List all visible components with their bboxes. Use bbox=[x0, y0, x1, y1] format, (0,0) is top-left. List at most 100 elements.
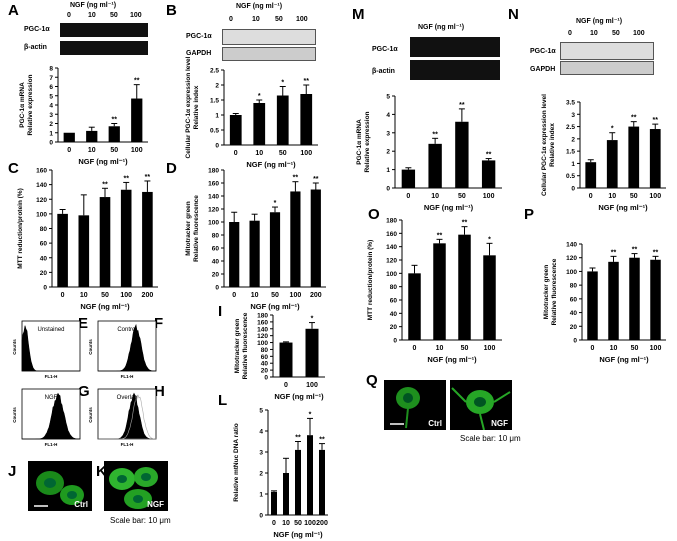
significance-mark: ** bbox=[304, 78, 310, 85]
bar bbox=[276, 95, 289, 145]
y-tick-label: 3 bbox=[386, 130, 390, 137]
y-tick-label: 80 bbox=[570, 283, 578, 290]
y-tick-label: 80 bbox=[261, 347, 269, 354]
y-tick-label: 100 bbox=[566, 269, 577, 276]
y-tick-label: 120 bbox=[386, 258, 397, 265]
flow-panel-label: Control bbox=[117, 327, 136, 333]
y-tick-label: 140 bbox=[386, 244, 397, 251]
y-tick-label: 5 bbox=[386, 94, 390, 101]
x-tick-label: 0 bbox=[591, 345, 595, 352]
flow-histogram-unstained: FL1-H Counts Unstained bbox=[12, 320, 81, 379]
dose-label: 10 bbox=[590, 30, 598, 37]
y-tick-label: 0 bbox=[43, 285, 47, 292]
y-tick-label: 140 bbox=[566, 242, 577, 249]
histogram-curve bbox=[22, 392, 81, 440]
flow-x-label: FL1-H bbox=[121, 442, 134, 447]
scale-bar-caption: Scale bar: 10 μm bbox=[460, 434, 521, 443]
significance-mark: * bbox=[258, 93, 261, 100]
significance-mark: ** bbox=[112, 117, 118, 124]
y-axis-label: Relative index bbox=[193, 85, 200, 129]
bar bbox=[300, 94, 313, 145]
western-blot-band-image bbox=[222, 47, 316, 61]
x-tick-label: 100 bbox=[120, 292, 132, 299]
bar bbox=[483, 255, 496, 340]
y-tick-label: 4 bbox=[259, 429, 263, 436]
y-tick-label: 80 bbox=[390, 284, 398, 291]
western-blot-band-image bbox=[60, 41, 148, 55]
x-tick-label: 10 bbox=[88, 147, 96, 154]
panel-letter-m: M bbox=[352, 6, 365, 23]
significance-mark: ** bbox=[653, 249, 659, 256]
flow-panel-label: Unstained bbox=[37, 327, 64, 333]
significance-mark: ** bbox=[145, 174, 151, 181]
y-axis-label: Cellular PGC-1α expression level bbox=[185, 56, 192, 158]
y-tick-label: 0 bbox=[386, 186, 390, 193]
flow-x-label: FL1-H bbox=[45, 442, 58, 447]
x-tick-label: 0 bbox=[413, 345, 417, 352]
significance-mark: ** bbox=[653, 117, 659, 124]
x-tick-label: 50 bbox=[279, 150, 287, 157]
y-tick-label: 1 bbox=[215, 113, 219, 120]
bar bbox=[481, 160, 496, 188]
bar bbox=[131, 98, 143, 142]
y-tick-label: 60 bbox=[390, 298, 398, 305]
y-axis-label: Mitotracker green bbox=[185, 201, 192, 256]
y-tick-label: 60 bbox=[570, 296, 578, 303]
western-blot-band-image bbox=[560, 42, 654, 60]
x-tick-label: 0 bbox=[589, 193, 593, 200]
bar bbox=[229, 222, 240, 287]
dose-label: 100 bbox=[130, 12, 142, 19]
blot-row-label: GAPDH bbox=[186, 50, 212, 57]
bar bbox=[455, 121, 469, 188]
scale-bar-caption: Scale bar: 10 μm bbox=[110, 516, 171, 525]
blot-row-label: PGC-1α bbox=[372, 46, 398, 53]
y-tick-label: 3 bbox=[571, 112, 575, 119]
western-blot-band-image bbox=[60, 23, 148, 37]
flow-panel-label: NGF bbox=[45, 395, 58, 401]
bar bbox=[428, 143, 442, 188]
y-tick-label: 40 bbox=[570, 310, 578, 317]
bar bbox=[629, 257, 640, 340]
y-tick-label: 60 bbox=[261, 354, 269, 361]
y-tick-label: 40 bbox=[390, 311, 398, 318]
bar bbox=[249, 220, 260, 287]
x-axis-label: NGF (ng ml⁻¹) bbox=[424, 203, 474, 212]
blot-row-label: GAPDH bbox=[530, 66, 556, 73]
blot-title: NGF (ng ml⁻¹) bbox=[70, 2, 117, 9]
x-tick-label: 10 bbox=[282, 520, 290, 527]
y-tick-label: 0 bbox=[215, 143, 219, 150]
y-tick-label: 120 bbox=[257, 333, 268, 340]
micrograph-ctrl-q: Ctrl bbox=[384, 380, 446, 430]
significance-mark: ** bbox=[123, 175, 129, 182]
significance-mark: ** bbox=[295, 435, 301, 442]
x-tick-label: 50 bbox=[271, 292, 279, 299]
dose-label: 0 bbox=[229, 16, 233, 23]
histogram-curve bbox=[21, 325, 80, 372]
micrograph-caption: Ctrl bbox=[74, 500, 88, 509]
significance-mark: * bbox=[488, 236, 491, 243]
blot-row-label: PGC-1α bbox=[530, 48, 556, 55]
y-axis-label: Mitotracker green bbox=[234, 319, 241, 374]
x-tick-label: 100 bbox=[483, 193, 495, 200]
bar-chart-d: 0 20 40 60 80 100 120 140 160 180 0 10 * 50 ** 100 ** 200… bbox=[185, 168, 326, 311]
dose-label: 100 bbox=[633, 30, 645, 37]
dose-label: 50 bbox=[612, 30, 620, 37]
y-tick-label: 0 bbox=[571, 186, 575, 193]
y-axis-label: Relative fluorescence bbox=[193, 195, 200, 262]
panel-letter-k: K bbox=[96, 463, 107, 480]
panel-letter-i: I bbox=[218, 303, 223, 320]
y-axis-label: MTT reduction/protein (%) bbox=[17, 188, 24, 269]
panel-letter-n: N bbox=[508, 6, 519, 23]
y-tick-label: 40 bbox=[212, 259, 220, 266]
x-tick-label: 10 bbox=[80, 292, 88, 299]
x-axis-label: NGF (ng ml⁻¹) bbox=[274, 392, 324, 401]
blot-row-label: PGC-1α bbox=[186, 33, 212, 40]
y-tick-label: 140 bbox=[257, 326, 268, 333]
significance-mark: * bbox=[311, 316, 314, 323]
y-axis-label: MTT reduction/protein (%) bbox=[367, 240, 374, 321]
y-tick-label: 3.5 bbox=[566, 100, 575, 107]
y-tick-label: 160 bbox=[208, 181, 219, 188]
panel-letter-e: E bbox=[78, 315, 89, 332]
